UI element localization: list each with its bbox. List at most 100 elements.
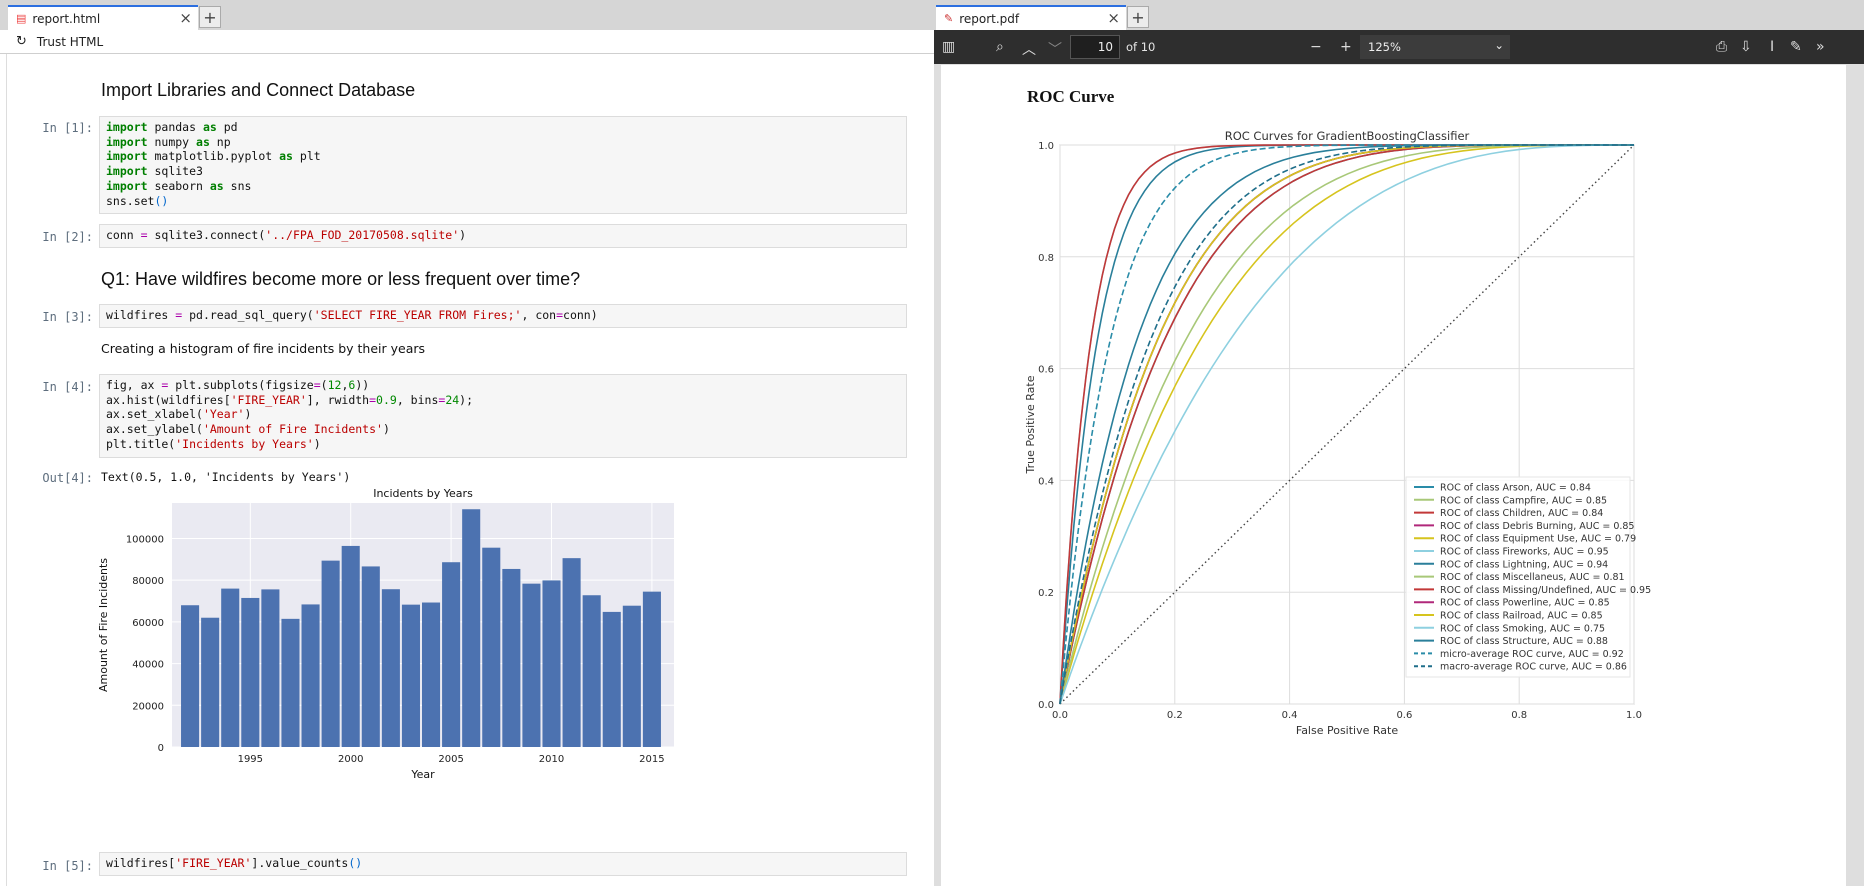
y-tick-label: 80000 xyxy=(132,576,164,587)
new-tab-button[interactable]: + xyxy=(199,6,221,28)
y-tick-label: 100000 xyxy=(126,534,164,545)
x-tick-label: 2015 xyxy=(639,754,664,765)
x-tick-label: 2005 xyxy=(438,754,463,765)
x-tick-label: 0.4 xyxy=(1282,710,1298,721)
tab-title: report.html xyxy=(32,11,101,26)
tab-report-pdf[interactable]: ✎ report.pdf × xyxy=(936,5,1126,30)
zoom-in-button[interactable]: + xyxy=(1340,39,1352,55)
zoom-value: 125% xyxy=(1368,40,1401,54)
histogram-bar xyxy=(281,618,300,747)
chart-title: Incidents by Years xyxy=(373,487,473,500)
histogram-bar xyxy=(181,605,200,747)
trust-html-button[interactable]: Trust HTML xyxy=(36,34,104,49)
download-icon[interactable]: ⇩ xyxy=(1740,39,1752,55)
close-icon[interactable]: × xyxy=(179,9,192,27)
refresh-icon[interactable]: ↻ xyxy=(16,34,27,49)
heading-q1: Q1: Have wildfires become more or less f… xyxy=(101,269,581,289)
pdf-heading: ROC Curve xyxy=(1027,87,1115,106)
search-icon[interactable]: ⌕ xyxy=(996,39,1004,55)
histogram-bar xyxy=(321,560,340,747)
x-tick-label: 0.2 xyxy=(1167,710,1183,721)
legend-entry: ROC of class Miscellaneus, AUC = 0.81 xyxy=(1440,572,1625,583)
histogram-bar xyxy=(582,595,601,747)
zoom-out-button[interactable]: − xyxy=(1310,39,1322,55)
roc-series-line xyxy=(1059,144,1634,704)
chevron-up-icon[interactable]: ︿ xyxy=(1022,42,1036,58)
code-cell-5[interactable]: wildfires['FIRE_YEAR'].value_counts() xyxy=(99,852,907,876)
roc-chart-title: ROC Curves for GradientBoostingClassifie… xyxy=(1225,129,1470,143)
code-cell-3[interactable]: wildfires = pd.read_sql_query('SELECT FI… xyxy=(99,304,907,328)
legend-entry: ROC of class Debris Burning, AUC = 0.85 xyxy=(1440,521,1634,532)
html-file-icon: ▤ xyxy=(16,12,27,25)
pdf-viewer-pane: ✎ report.pdf × + ▥ ⌕ ︿ ﹀ 10 of 10 − + 12… xyxy=(934,0,1864,886)
print-icon[interactable]: ⎙ xyxy=(1716,39,1728,55)
x-tick-label: 2010 xyxy=(539,754,564,765)
x-tick-label: 1.0 xyxy=(1626,710,1642,721)
histogram-bar xyxy=(462,509,481,747)
y-tick-label: 0.2 xyxy=(1038,588,1054,599)
roc-series-line xyxy=(1059,144,1634,705)
zoom-select[interactable]: 125% ⌄ xyxy=(1360,35,1510,59)
page-number-input[interactable]: 10 xyxy=(1070,35,1120,59)
text-select-icon[interactable]: I xyxy=(1770,39,1775,55)
histogram-bar xyxy=(401,604,420,747)
legend-entry: ROC of class Children, AUC = 0.84 xyxy=(1440,508,1603,519)
heading-import: Import Libraries and Connect Database xyxy=(101,80,416,100)
prompt-in4: In [4]: xyxy=(42,380,93,394)
chevron-down-icon: ⌄ xyxy=(1494,38,1504,52)
prompt-in2: In [2]: xyxy=(42,230,93,244)
roc-series-line xyxy=(1059,144,1634,705)
y-tick-label: 1.0 xyxy=(1038,141,1054,152)
x-tick-label: 0.8 xyxy=(1511,710,1527,721)
more-tools-icon[interactable]: » xyxy=(1816,39,1825,55)
x-tick-label: 1995 xyxy=(238,754,263,765)
y-tick-label: 0.4 xyxy=(1038,476,1054,487)
legend-entry: ROC of class Railroad, AUC = 0.85 xyxy=(1440,611,1603,622)
legend-entry: macro-average ROC curve, AUC = 0.86 xyxy=(1440,662,1627,673)
pdf-page: ROC Curve 0.0 0.2 0.4 0.6 0.8 1.0 0.0 0.2 0.4 0.6… xyxy=(941,65,1846,886)
legend-entry: ROC of class Missing/Undefined, AUC = 0.… xyxy=(1440,585,1651,596)
code-cell-1[interactable]: import pandas as pd import numpy as np i… xyxy=(99,116,907,214)
draw-icon[interactable]: ✎ xyxy=(1790,39,1802,55)
html-toolbar: ↻ Trust HTML xyxy=(0,30,934,54)
histogram-bar xyxy=(421,602,441,747)
roc-chart: 0.0 0.2 0.4 0.6 0.8 1.0 0.0 0.2 0.4 0.6 0.8 1.0 ROC … xyxy=(1024,129,1651,737)
output-text: Text(0.5, 1.0, 'Incidents by Years') xyxy=(101,470,351,484)
histogram-bar xyxy=(542,580,561,747)
y-axis-label: True Positive Rate xyxy=(1024,375,1037,474)
prompt-in1: In [1]: xyxy=(42,121,93,135)
y-tick-label: 20000 xyxy=(132,701,164,712)
histogram-bar xyxy=(241,597,260,747)
tab-title: report.pdf xyxy=(959,11,1020,26)
new-tab-button[interactable]: + xyxy=(1127,6,1149,28)
histogram-bar xyxy=(562,558,581,747)
legend-entry: ROC of class Equipment Use, AUC = 0.79 xyxy=(1440,534,1636,545)
legend-entry: micro-average ROC curve, AUC = 0.92 xyxy=(1440,649,1624,660)
histogram-bar xyxy=(201,617,220,747)
x-tick-label: 0.6 xyxy=(1396,710,1412,721)
prompt-in3: In [3]: xyxy=(42,310,93,324)
histogram-bar xyxy=(221,588,240,747)
code-cell-4[interactable]: fig, ax = plt.subplots(figsize=(12,6)) a… xyxy=(99,374,907,458)
histogram-bar xyxy=(522,583,541,747)
sidebar-toggle-icon[interactable]: ▥ xyxy=(942,39,956,55)
chevron-down-icon[interactable]: ﹀ xyxy=(1048,42,1062,58)
chance-line xyxy=(1059,144,1635,705)
histogram-bar xyxy=(381,589,400,747)
histogram-bar xyxy=(301,604,320,747)
legend-box xyxy=(1405,476,1631,678)
y-tick-label: 0 xyxy=(158,743,164,754)
y-tick-label: 40000 xyxy=(132,660,164,671)
close-icon[interactable]: × xyxy=(1107,9,1120,27)
histogram-bar xyxy=(502,568,521,747)
histogram-bar xyxy=(361,566,380,747)
code-cell-2[interactable]: conn = sqlite3.connect('../FPA_FOD_20170… xyxy=(99,224,907,248)
roc-series-line xyxy=(1059,144,1634,705)
y-tick-label: 0.8 xyxy=(1038,253,1054,264)
x-tick-label: 2000 xyxy=(338,754,363,765)
prompt-out4: Out[4]: xyxy=(42,471,93,485)
left-tab-bar: ▤ report.html × + xyxy=(0,0,934,30)
tab-report-html[interactable]: ▤ report.html × xyxy=(8,5,198,30)
prompt-in5: In [5]: xyxy=(42,859,93,873)
roc-series-line xyxy=(1059,144,1634,705)
